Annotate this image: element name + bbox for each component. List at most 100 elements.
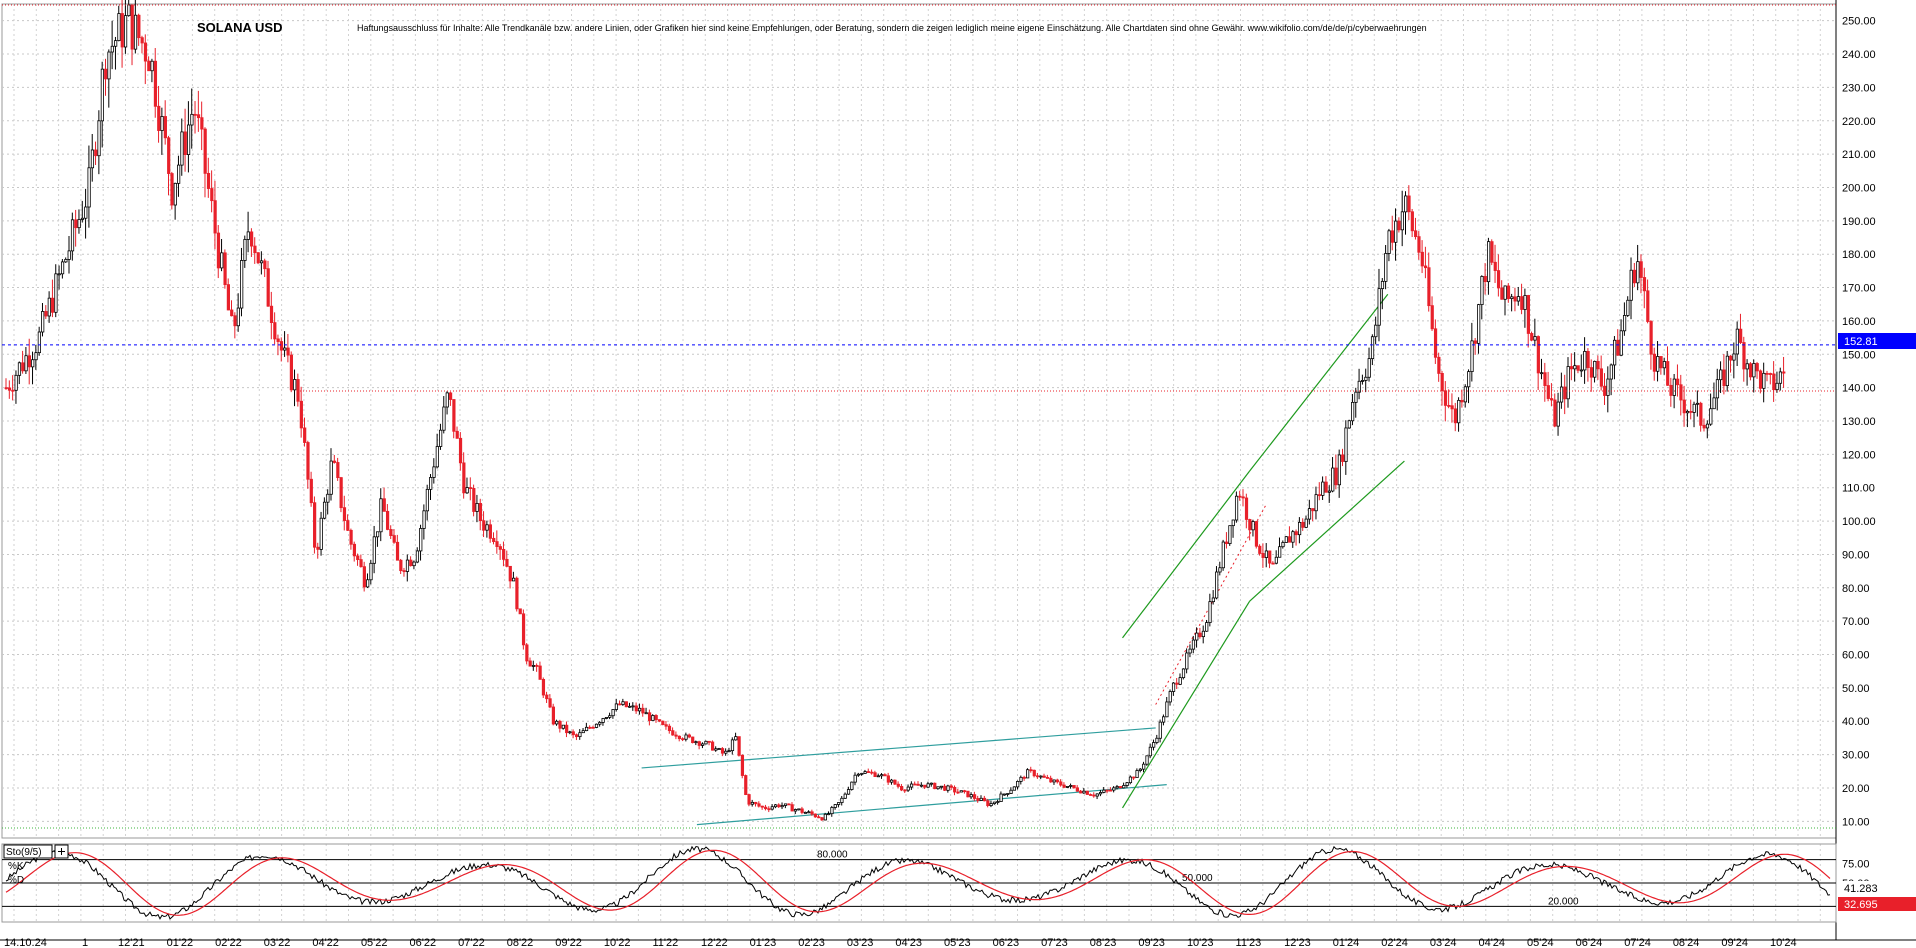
candle-body xyxy=(1284,536,1288,543)
candle-body xyxy=(286,347,290,356)
indicator-name: Sto(9/5) xyxy=(6,847,42,858)
candle-body xyxy=(707,740,711,743)
candle-body xyxy=(618,703,622,706)
candle-body xyxy=(1370,336,1375,360)
candle-body xyxy=(266,268,270,307)
x-tick-label: 12'21 xyxy=(118,937,145,948)
candle-body xyxy=(906,786,910,791)
candle-body xyxy=(1026,769,1030,779)
candle-body xyxy=(1152,742,1156,748)
candle-body xyxy=(462,462,466,494)
candle-body xyxy=(989,803,993,807)
y-axis: 250.00 240.00 230.00 220.00 210.00 200.00 190.… xyxy=(1842,16,1876,829)
candle-body xyxy=(638,707,642,712)
candle-body xyxy=(1473,340,1477,344)
candle-body xyxy=(1649,321,1653,355)
candle-body xyxy=(167,137,171,174)
candle-body xyxy=(11,389,15,392)
indicator-level-label: 20.000 xyxy=(1548,896,1579,907)
candle-body xyxy=(372,536,376,564)
candle-body xyxy=(180,131,184,166)
candle-body xyxy=(502,548,506,560)
x-axis: 14.10.24 1 12'21 01'22 02'22 03'22 04'22 05'22 0… xyxy=(4,937,1797,948)
candle-body xyxy=(767,808,771,811)
candle-body xyxy=(1765,372,1769,375)
candle-body xyxy=(594,723,599,728)
candle-body xyxy=(177,164,181,184)
x-tick-label: 12'23 xyxy=(1284,937,1311,948)
candle-body xyxy=(1447,405,1451,407)
candle-body xyxy=(734,736,738,741)
candle-body xyxy=(1636,261,1640,284)
candle-body xyxy=(1410,211,1414,232)
candle-body xyxy=(153,60,158,107)
candle-body xyxy=(691,736,695,744)
d-label: %D xyxy=(8,875,24,886)
candle-body xyxy=(1679,384,1683,401)
candle-body xyxy=(999,793,1003,802)
candle-body xyxy=(671,730,675,736)
candle-body xyxy=(810,811,814,815)
candle-body xyxy=(1606,378,1610,396)
candle-body xyxy=(813,813,817,818)
d-value-label: 32.695 xyxy=(1844,899,1878,911)
candle-body xyxy=(1593,360,1597,378)
candle-body xyxy=(880,774,884,777)
candle-body xyxy=(704,740,708,745)
candle-body xyxy=(405,559,410,572)
candle-body xyxy=(604,717,609,719)
candle-body xyxy=(1453,408,1458,424)
y-tick-label: 250.00 xyxy=(1842,16,1876,28)
candle-body xyxy=(485,524,489,531)
candle-body xyxy=(787,803,791,806)
candle-body xyxy=(90,149,95,169)
x-tick-label: 10'23 xyxy=(1187,937,1214,948)
x-tick-label: 06'22 xyxy=(410,937,437,948)
candle-body xyxy=(157,105,161,131)
candle-body xyxy=(730,739,735,752)
candle-body xyxy=(37,331,41,354)
candle-body xyxy=(1244,497,1249,520)
candle-body xyxy=(1420,251,1424,267)
candle-body xyxy=(1666,361,1670,386)
candle-body xyxy=(1006,793,1010,795)
candle-body xyxy=(631,705,635,708)
candle-body xyxy=(309,478,313,504)
candle-body xyxy=(667,725,672,732)
candle-body xyxy=(939,785,944,788)
candle-body xyxy=(1440,373,1444,392)
candle-body xyxy=(1314,494,1318,512)
candle-body xyxy=(1516,296,1521,302)
candle-body xyxy=(1719,369,1723,381)
candle-body xyxy=(57,273,61,276)
candle-body xyxy=(1579,369,1584,372)
candle-body xyxy=(545,694,549,700)
candle-body xyxy=(455,430,459,439)
candle-body xyxy=(737,736,741,756)
x-tick-label: 06'23 xyxy=(993,937,1020,948)
candle-body xyxy=(415,550,420,563)
k-value-tag: 41.283 xyxy=(1838,881,1916,895)
candle-body xyxy=(250,231,254,247)
candle-body xyxy=(356,555,360,561)
candle-body xyxy=(1268,550,1272,564)
candle-body xyxy=(1231,519,1235,527)
candle-body xyxy=(402,570,406,573)
candle-body xyxy=(213,200,217,234)
candle-body xyxy=(1125,782,1129,786)
candle-body xyxy=(1035,775,1040,778)
candle-body xyxy=(724,750,728,754)
candle-body xyxy=(51,297,55,313)
candle-body xyxy=(1264,550,1269,558)
x-tick-label: 03'23 xyxy=(847,937,874,948)
candle-body xyxy=(963,790,967,793)
candle-body xyxy=(909,783,914,788)
candle-body xyxy=(558,720,562,729)
candle-body xyxy=(571,731,575,736)
candle-body xyxy=(1211,597,1215,603)
y-tick-label: 30.00 xyxy=(1842,750,1870,762)
x-tick-label: 07'24 xyxy=(1624,937,1651,948)
candle-body xyxy=(1384,253,1388,282)
candle-body xyxy=(94,149,98,157)
candle-body xyxy=(1652,353,1657,372)
